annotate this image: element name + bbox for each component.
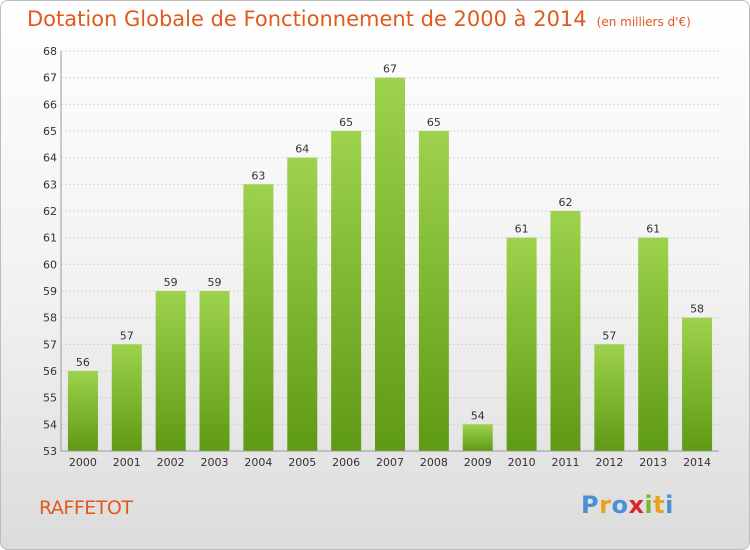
logo-letter: o	[611, 491, 629, 519]
y-tick-label: 67	[43, 72, 57, 85]
bars	[67, 77, 713, 452]
bar-2006	[331, 131, 362, 451]
bar-2013	[638, 237, 669, 451]
y-tick-label: 59	[43, 285, 57, 298]
logo-letter: x	[628, 491, 645, 519]
y-tick-label: 68	[43, 45, 57, 58]
commune-name: RAFFETOT	[39, 497, 133, 519]
data-labels: 56 57 59 59 63 64 65 67 65 54 61 62 57 61 58	[76, 63, 704, 423]
x-tick-label: 2001	[113, 456, 141, 469]
y-tick-label: 54	[43, 418, 57, 431]
y-tick-label: 60	[43, 258, 57, 271]
data-label: 54	[471, 409, 485, 422]
y-tick-label: 63	[43, 178, 57, 191]
x-tick-label: 2007	[376, 456, 404, 469]
x-tick-label: 2005	[288, 456, 316, 469]
proxiti-logo: Proxiti	[581, 491, 674, 519]
axes: 53 54 55 56 57 58 59 60 61 62 63 64 65 66 67 68 2000 2001…	[43, 45, 719, 469]
y-tick-label: 61	[43, 232, 57, 245]
x-tick-label: 2006	[332, 456, 360, 469]
bar-2010	[506, 237, 537, 451]
data-label: 61	[646, 223, 660, 236]
y-tick-label: 57	[43, 338, 57, 351]
data-label: 59	[208, 276, 222, 289]
x-tick-label: 2002	[157, 456, 185, 469]
bar-2004	[243, 184, 274, 452]
logo-letter: i	[665, 491, 674, 519]
x-tick-label: 2012	[595, 456, 623, 469]
bar-2001	[111, 344, 142, 451]
x-tick-label: 2009	[464, 456, 492, 469]
x-tick-label: 2000	[69, 456, 97, 469]
data-label: 58	[690, 303, 704, 316]
bar-2014	[682, 317, 713, 451]
bar-2005	[287, 157, 318, 451]
data-label: 64	[295, 143, 309, 156]
data-label: 56	[76, 356, 90, 369]
x-tick-label: 2010	[508, 456, 536, 469]
logo-letter: P	[581, 491, 600, 519]
x-tick-label: 2003	[201, 456, 229, 469]
y-tick-label: 66	[43, 98, 57, 111]
data-label: 62	[558, 196, 572, 209]
bar-2000	[67, 371, 98, 451]
data-label: 63	[251, 169, 265, 182]
logo-letter: i	[644, 491, 654, 519]
unit-label: (en milliers d'€)	[596, 15, 691, 29]
chart-title: Dotation Globale de Fonctionnement de 20…	[27, 7, 691, 31]
bar-2012	[594, 344, 625, 451]
y-tick-label: 64	[43, 152, 57, 165]
data-label: 57	[602, 329, 616, 342]
bar-2003	[199, 291, 230, 451]
title-text: Dotation Globale de Fonctionnement de 20…	[27, 7, 587, 31]
bar-2009	[462, 424, 493, 451]
bar-2008	[418, 131, 449, 451]
y-tick-label: 65	[43, 125, 57, 138]
logo-letter: t	[653, 491, 666, 519]
x-tick-label: 2008	[420, 456, 448, 469]
data-label: 59	[164, 276, 178, 289]
data-label: 57	[120, 329, 134, 342]
data-label: 61	[515, 223, 529, 236]
y-tick-label: 53	[43, 445, 57, 458]
data-label: 65	[339, 116, 353, 129]
x-tick-label: 2014	[683, 456, 711, 469]
x-tick-label: 2011	[551, 456, 579, 469]
y-tick-label: 62	[43, 205, 57, 218]
y-tick-label: 56	[43, 365, 57, 378]
logo-letter: r	[599, 491, 612, 519]
y-tick-label: 58	[43, 312, 57, 325]
data-label: 67	[383, 63, 397, 76]
bar-2007	[375, 77, 405, 452]
x-tick-label: 2004	[244, 456, 272, 469]
bar-2011	[550, 211, 581, 451]
y-tick-label: 55	[43, 392, 57, 405]
bar-2002	[155, 291, 186, 451]
data-label: 65	[427, 116, 441, 129]
x-tick-label: 2013	[639, 456, 667, 469]
